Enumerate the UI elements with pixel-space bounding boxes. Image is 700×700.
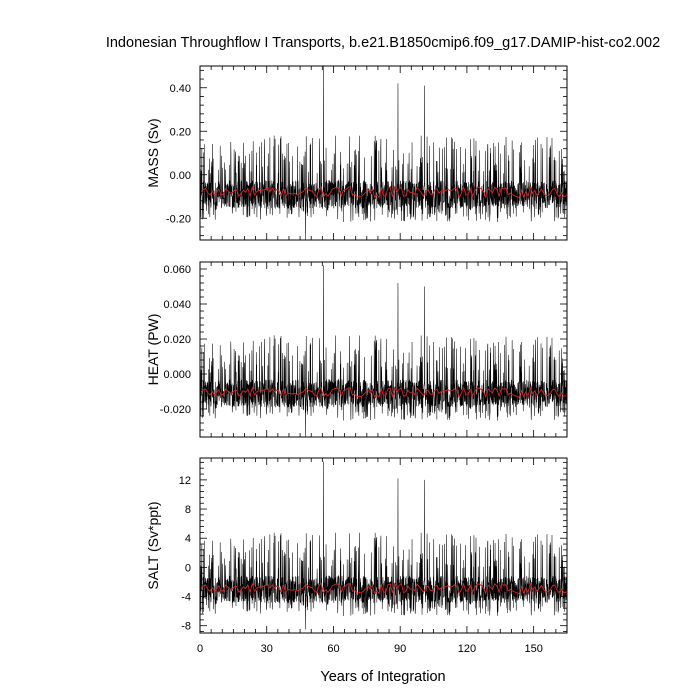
heat-annual-mean-series [200,386,567,399]
x-tick-label: 30 [261,643,273,655]
heat-y-axis-label: HEAT (PW) [145,314,161,386]
mass-y-tick-label: 0.40 [170,83,191,95]
salt-y-tick-label: 12 [179,475,191,487]
mass-y-tick-label: 0.00 [170,170,191,182]
salt-monthly-series [200,461,567,630]
salt-plot-frame [199,457,568,634]
salt-annual-mean-series [200,581,567,595]
heat-y-tick-label: 0.060 [163,264,191,276]
heat-panel: -0.020 0.000 0.020 0.040 0.060 HEAT (PW) [145,261,568,438]
salt-y-tick-label: 0 [185,562,191,574]
x-tick-label: 0 [197,643,203,655]
salt-y-axis-label: SALT (Sv*ppt) [145,501,161,589]
mass-annual-mean-series [200,185,567,199]
x-tick-label: 90 [394,643,406,655]
salt-y-tick-label: 4 [185,533,191,545]
heat-y-tick-label: 0.000 [163,369,191,381]
x-tick-label: 60 [327,643,339,655]
panels: -0.20 0.00 0.20 0.40 MASS (Sv) -0.020 0.000 0.0… [145,65,568,655]
mass-monthly-series [200,66,567,240]
x-tick-label: 150 [524,643,542,655]
heat-y-tick-label: 0.040 [163,299,191,311]
heat-plot-frame [199,261,568,438]
mass-panel: -0.20 0.00 0.20 0.40 MASS (Sv) [145,65,568,241]
heat-y-tick-label: -0.020 [160,404,191,416]
chart-title: Indonesian Throughflow I Transports, b.e… [106,35,660,51]
x-axis-label: Years of Integration [320,669,445,685]
mass-plot-frame [199,65,568,241]
salt-y-tick-label: -8 [181,621,191,633]
mass-y-tick-label: 0.20 [170,126,191,138]
heat-y-tick-label: 0.020 [163,334,191,346]
x-tick-label: 120 [458,643,476,655]
mass-y-tick-label: -0.20 [166,213,191,225]
salt-y-tick-label: -4 [181,592,191,604]
heat-monthly-series [200,265,567,437]
mass-y-axis-label: MASS (Sv) [145,118,161,187]
salt-y-tick-label: 8 [185,504,191,516]
